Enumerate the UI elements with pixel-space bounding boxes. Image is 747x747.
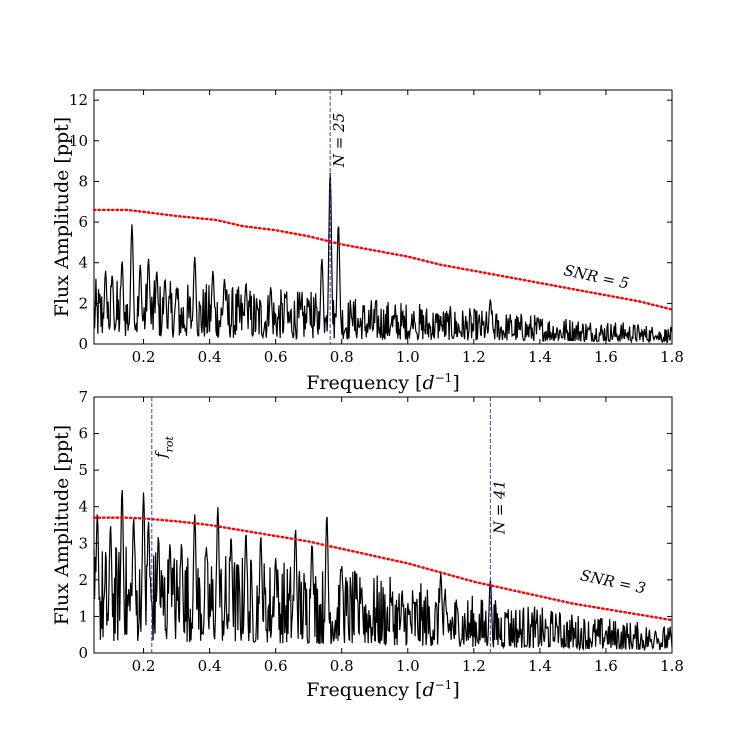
snr-threshold-line	[92, 516, 674, 622]
x-tick-label: 1.2	[462, 348, 486, 366]
x-tick-label: 0.4	[198, 348, 222, 366]
top-panel: 0.2 0.4 0.6 0.8 1.0 1.2 1.4 1.6 1.8 0 2 4 6 8 10 12 N = …	[51, 89, 684, 394]
x-tick-label: 1.4	[528, 657, 552, 675]
y-tick-label: 8	[78, 172, 88, 190]
x-tick-label: 1.0	[396, 657, 420, 675]
y-tick-label: 0	[78, 335, 88, 353]
bottom-plot-frame	[93, 396, 673, 654]
y-tick-label: 5	[78, 461, 88, 479]
y-tick-label: 4	[78, 254, 88, 272]
x-tick-label: 1.8	[660, 348, 684, 366]
y-tick-label: 2	[78, 294, 88, 312]
top-plot-content: 0.2 0.4 0.6 0.8 1.0 1.2 1.4 1.6 1.8 0 2 4 6 8 10 12 N = …	[69, 90, 684, 366]
x-tick-label: 0.6	[264, 348, 288, 366]
y-tick-label: 1	[78, 607, 88, 625]
spectrum-line	[93, 489, 673, 652]
bottom-panel: 0.2 0.4 0.6 0.8 1.0 1.2 1.4 1.6 1.8 0 1 2 3 4 5 6 7 frot N…	[51, 388, 684, 701]
top-y-axis-label: Flux Amplitude [ppt]	[51, 117, 73, 317]
x-tick-label: 0.2	[132, 348, 156, 366]
snr-threshold-line	[92, 208, 674, 311]
x-tick-label: 0.8	[330, 348, 354, 366]
y-tick-label: 7	[78, 388, 88, 406]
x-tick-label: 0.2	[132, 657, 156, 675]
bottom-x-axis-label: Frequency [d−1]	[306, 678, 460, 701]
marker-label: N = 25	[330, 113, 348, 168]
y-tick-label: 0	[78, 644, 88, 662]
x-tick-label: 1.2	[462, 657, 486, 675]
bottom-y-axis-label: Flux Amplitude [ppt]	[51, 425, 73, 625]
snr-annotation: SNR = 3	[579, 566, 648, 597]
bottom-plot-content: 0.2 0.4 0.6 0.8 1.0 1.2 1.4 1.6 1.8 0 1 2 3 4 5 6 7 frot N…	[78, 388, 683, 675]
y-tick-label: 12	[69, 91, 88, 109]
y-tick-label: 3	[78, 534, 88, 552]
x-tick-label: 0.4	[198, 657, 222, 675]
x-tick-label: 1.8	[660, 657, 684, 675]
x-tick-label: 1.0	[396, 348, 420, 366]
y-tick-label: 2	[78, 571, 88, 589]
top-x-axis-label: Frequency [d−1]	[306, 371, 460, 394]
marker-label: N = 41	[490, 480, 508, 535]
x-tick-label: 0.8	[330, 657, 354, 675]
y-tick-label: 6	[78, 425, 88, 443]
x-tick-label: 0.6	[264, 657, 288, 675]
x-tick-label: 1.6	[594, 348, 618, 366]
y-tick-label: 10	[69, 132, 88, 150]
top-plot-frame	[93, 89, 673, 345]
x-tick-label: 1.6	[594, 657, 618, 675]
marker-label: frot	[152, 435, 176, 458]
spectrum-line	[93, 172, 673, 344]
y-tick-label: 4	[78, 498, 88, 516]
y-tick-label: 6	[78, 213, 88, 231]
x-tick-label: 1.4	[528, 348, 552, 366]
